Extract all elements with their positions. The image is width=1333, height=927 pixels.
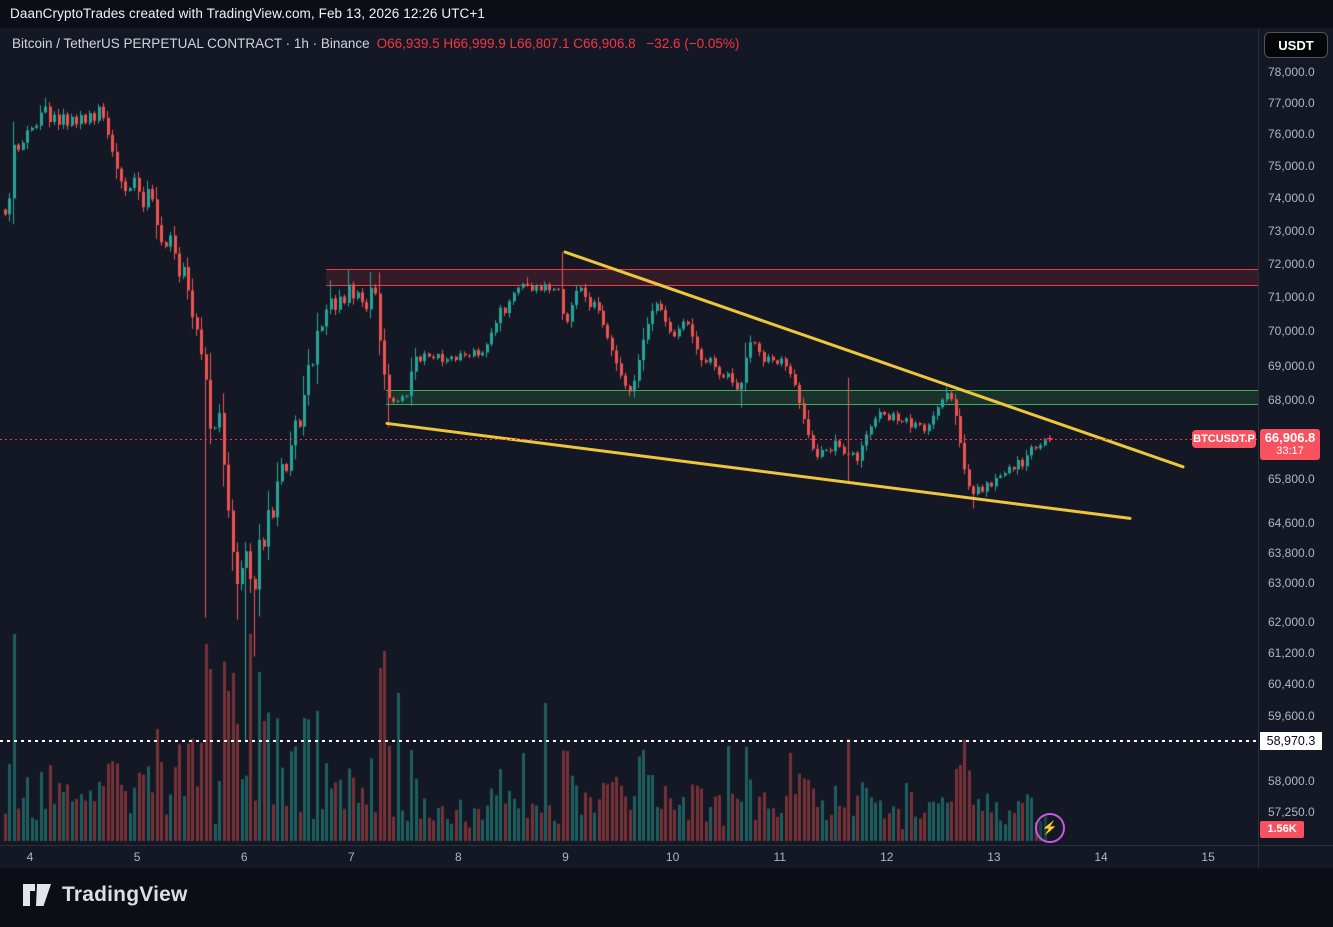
time-tick-label: 14 bbox=[1094, 850, 1108, 864]
price-tick-label: 58,000.0 bbox=[1268, 774, 1315, 789]
price-axis[interactable]: USDT 66,906.8 33:17 58,970.3 1.56K 78,00… bbox=[1258, 28, 1333, 845]
change-value: −32.6 (−0.05%) bbox=[646, 36, 740, 51]
time-tick-label: 10 bbox=[665, 850, 680, 864]
last-price-value: 66,906.8 bbox=[1264, 430, 1316, 446]
price-tick-label: 64,600.0 bbox=[1268, 516, 1315, 531]
price-tick-label: 68,000.0 bbox=[1268, 393, 1315, 408]
price-tick-label: 61,200.0 bbox=[1268, 645, 1315, 660]
last-price-marker: + bbox=[1046, 431, 1054, 447]
key-low-line[interactable] bbox=[0, 740, 1258, 743]
price-tick-label: 73,000.0 bbox=[1268, 223, 1315, 238]
price-tick-label: 72,000.0 bbox=[1268, 256, 1315, 271]
time-tick-label: 8 bbox=[455, 850, 462, 864]
price-tick-label: 77,000.0 bbox=[1268, 96, 1315, 110]
last-price-line[interactable] bbox=[0, 438, 1258, 440]
time-tick-label: 9 bbox=[562, 850, 569, 864]
time-tick-label: 4 bbox=[26, 850, 34, 864]
last-price-axis-label: 66,906.8 33:17 bbox=[1260, 429, 1320, 461]
boost-lightning-button[interactable]: ⚡ bbox=[1035, 813, 1065, 843]
price-tick-label: 62,000.0 bbox=[1268, 614, 1315, 629]
currency-toggle-button[interactable]: USDT bbox=[1264, 32, 1328, 58]
price-tick-label: 69,000.0 bbox=[1268, 358, 1315, 373]
price-tick-label: 74,000.0 bbox=[1268, 191, 1315, 206]
ohlc-values: O66,939.5 H66,999.9 L66,807.1 C66,906.8 bbox=[376, 36, 640, 51]
time-tick-label: 7 bbox=[347, 850, 355, 864]
price-tick-label: 59,600.0 bbox=[1268, 708, 1315, 723]
time-tick-label: 6 bbox=[240, 850, 248, 864]
key-low-axis-label: 58,970.3 bbox=[1260, 732, 1322, 751]
symbol-price-flag: BTCUSDT.P bbox=[1192, 430, 1256, 449]
symbol-header[interactable]: Bitcoin / TetherUS PERPETUAL CONTRACT · … bbox=[12, 36, 746, 54]
time-tick-label: 15 bbox=[1201, 850, 1215, 864]
volume-axis-label: 1.56K bbox=[1260, 821, 1304, 838]
price-tick-label: 71,000.0 bbox=[1268, 290, 1315, 305]
bar-countdown: 33:17 bbox=[1276, 445, 1304, 458]
price-tick-label: 65,800.0 bbox=[1268, 472, 1315, 487]
axis-corner-divider bbox=[1258, 846, 1259, 869]
price-tick-label: 57,250.0 bbox=[1268, 805, 1315, 820]
price-tick-label: 63,800.0 bbox=[1268, 546, 1315, 561]
time-tick-label: 11 bbox=[773, 850, 786, 864]
price-tick-label: 60,400.0 bbox=[1268, 677, 1315, 692]
symbol-title[interactable]: Bitcoin / TetherUS PERPETUAL CONTRACT · … bbox=[12, 36, 370, 51]
price-tick-label: 76,000.0 bbox=[1268, 127, 1315, 142]
price-tick-label: 75,000.0 bbox=[1268, 158, 1315, 173]
time-tick-label: 12 bbox=[880, 850, 894, 864]
time-axis[interactable]: 4 5 6 7 8 9 10 11 12 13 14 15 bbox=[0, 845, 1333, 869]
price-tick-label: 63,000.0 bbox=[1268, 576, 1315, 591]
time-tick-label: 5 bbox=[133, 850, 141, 864]
price-tick-label: 78,000.0 bbox=[1268, 65, 1315, 80]
price-tick-label: 70,000.0 bbox=[1268, 324, 1315, 339]
time-tick-label: 13 bbox=[987, 850, 1001, 864]
